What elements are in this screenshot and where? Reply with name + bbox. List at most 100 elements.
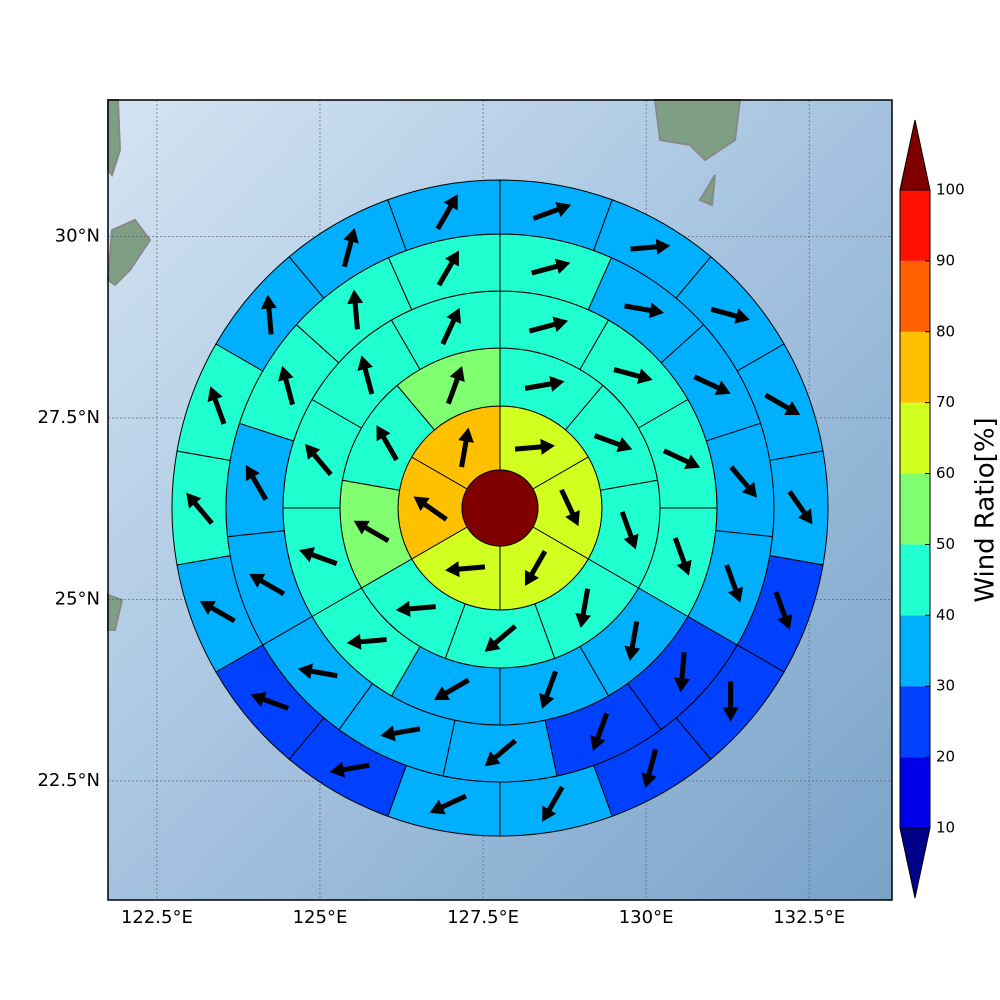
colorbar-bin [900,544,930,616]
wind-arrow [249,573,286,597]
wind-arrow [484,738,517,767]
x-tick-label: 122.5°E [121,907,193,928]
colorbar-over [899,119,931,191]
wind-arrow [440,307,461,346]
wind-arrow [630,238,671,255]
wind-arrow [724,564,744,603]
colorbar-tick-label: 20 [936,748,955,766]
wind-arrow [673,652,690,693]
y-tick-label: 22.5°N [37,770,100,791]
wind-arrow [346,633,387,650]
colorbar-bin [900,615,930,687]
wind-arrow [297,663,338,680]
colorbar-bin [900,402,930,474]
wind-arrow [395,600,436,617]
wind-arrow [207,386,227,425]
colorbar-tick-label: 30 [936,677,955,695]
colorbar-bin [900,190,930,261]
colorbar-frame [899,189,931,829]
axes: 122.5°E 125°E 127.5°E 130°E 132.5°E 22.5°N 25°… [37,225,845,928]
wind-arrow [764,392,801,416]
wind-arrow [722,681,739,722]
land [106,99,742,631]
wind-arrow [624,302,664,319]
wind-arrow [641,748,659,788]
map-frame [107,99,893,901]
colorbar-tick-label: 10 [936,819,955,837]
wind-arrow [329,761,370,778]
wind-arrow [186,492,214,525]
colorbar-tick-label: 60 [936,464,955,482]
wind-arrow [624,621,641,661]
wind-arrow [693,374,731,396]
wind-arrow [245,465,269,501]
y-tick-label: 25°N [55,588,100,609]
wind-arrow [413,496,448,522]
wind-arrow [559,488,580,527]
wind-arrow [613,367,653,384]
y-tick-label: 30°N [55,225,100,246]
wind-arrow [542,785,565,822]
wind-arrow [539,670,558,709]
wind-arrow [250,691,290,711]
wind-arrow [619,511,639,550]
x-tick-label: 125°E [293,907,348,928]
x-tick-label: 127.5°E [447,907,519,928]
wind-arrow [662,448,701,469]
x-tick-label: 132.5°E [773,907,845,928]
wind-arrow [376,425,399,462]
wind-arrow [357,355,375,395]
wind-arrow [787,490,813,525]
wind-arrow [672,537,692,576]
colorbar-tick-label: 90 [936,251,955,269]
colorbar-tick-label: 50 [936,535,955,553]
wind-arrow [484,624,517,652]
wind-arrow [353,520,390,543]
colorbar-label: Wind Ratio[%] [971,417,1000,602]
wind-arrow [341,228,359,268]
y-tick-label: 27.5°N [37,407,100,428]
wind-arrow [278,365,295,406]
wind-arrow [575,588,592,629]
x-tick-label: 130°E [619,907,674,928]
wind-arrow [525,550,548,586]
wind-arrow [446,366,465,405]
colorbar-bin [900,331,930,403]
wind-arrow [458,427,474,468]
wind-arrow [433,677,470,701]
wind-arrow [773,591,793,630]
wind-arrow [729,465,758,498]
wind-arrow [347,289,364,330]
wind-arrow [429,793,467,815]
wind-arrow [593,433,633,453]
wind-cell [225,422,295,538]
colorbar-bin [900,757,930,828]
wind-arrow [531,258,571,276]
wind-arrow [380,725,421,742]
colorbar: 10 20 30 40 50 60 70 80 90 100 Wind Ratio[%] [899,119,1000,899]
wind-arrow [590,712,610,752]
wind-rings [171,179,829,837]
colorbar-tick-label: 100 [936,181,965,199]
colorbar-tick-label: 80 [936,322,955,340]
wind-arrow [299,547,338,566]
wind-arrow [260,294,277,335]
wind-arrow [435,194,458,231]
wind-arrow [528,316,569,334]
colorbar-bin [900,686,930,758]
wind-arrow [524,375,565,392]
wind-arrow [445,561,486,578]
wind-arrow [436,250,459,287]
wind-arrow [532,202,572,221]
center-cell [461,469,539,547]
colorbar-tick-label: 40 [936,606,955,624]
wind-arrow [514,438,555,455]
colorbar-bin [900,260,930,332]
colorbar-under [899,827,931,899]
wind-arrow [199,600,236,624]
wind-arrow [305,443,333,477]
colorbar-bin [900,473,930,545]
colorbar-tick-label: 70 [936,393,955,411]
wind-arrow [710,306,750,324]
